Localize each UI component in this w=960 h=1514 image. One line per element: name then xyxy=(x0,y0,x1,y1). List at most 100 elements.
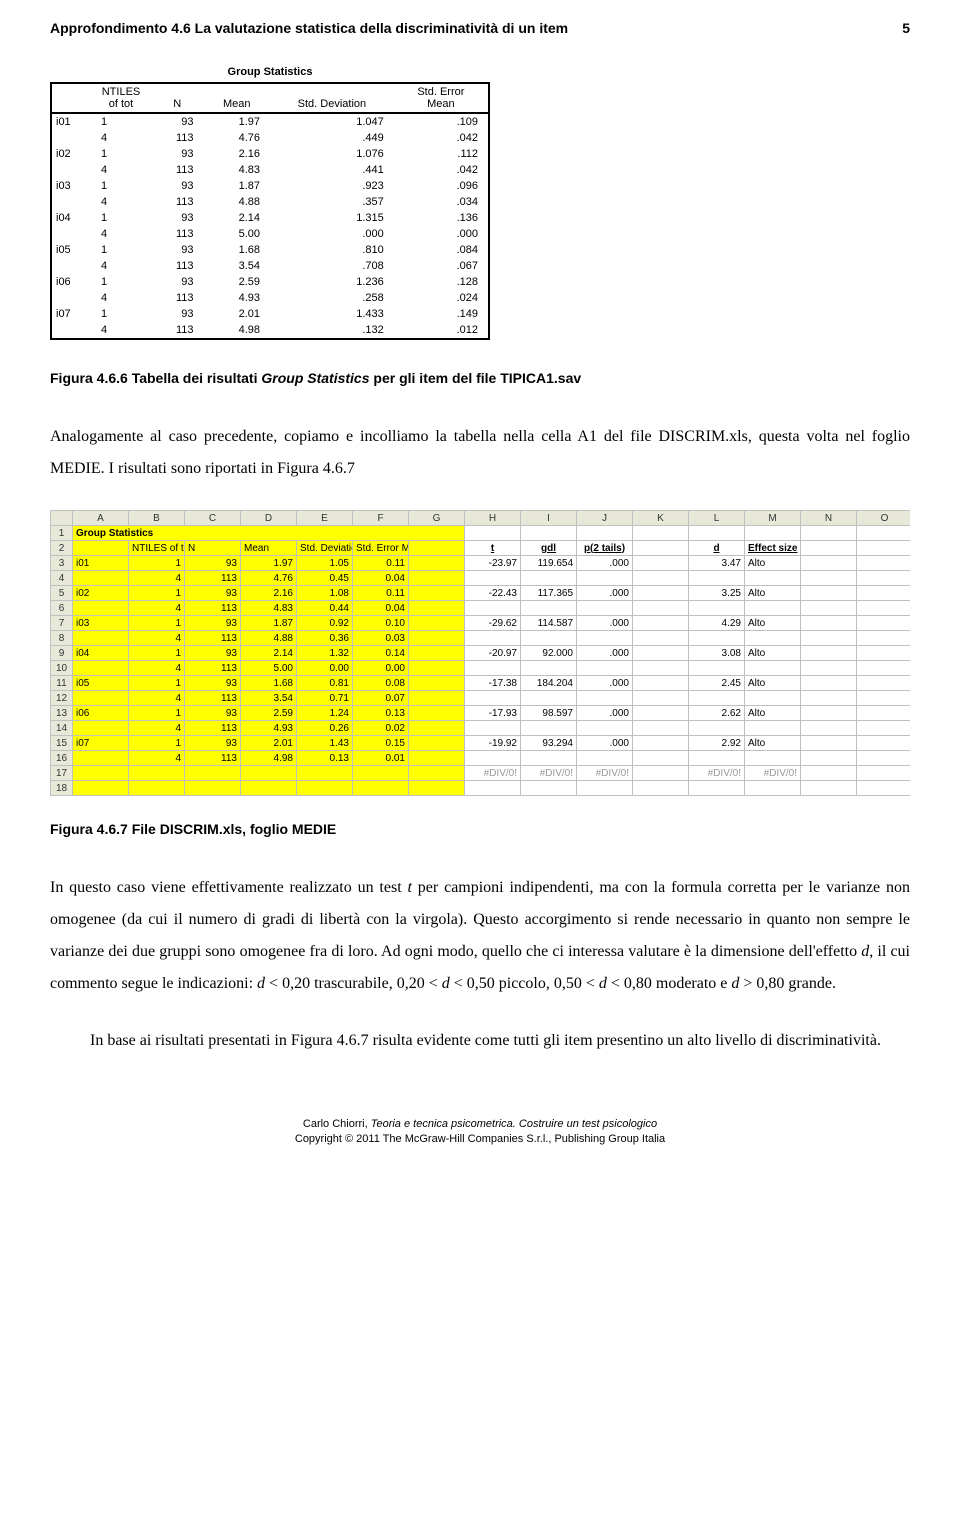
gs-cell: 113 xyxy=(151,258,204,274)
ss-cell: Alto xyxy=(745,706,801,721)
gs-cell: i01 xyxy=(51,113,91,130)
ss-cell: 4 xyxy=(129,661,185,676)
ss-cell xyxy=(689,571,745,586)
gs-cell: i07 xyxy=(51,306,91,322)
ss-cell xyxy=(633,706,689,721)
ss-cell xyxy=(801,781,857,796)
ss-col-header: B xyxy=(129,511,185,526)
gs-cell: .149 xyxy=(394,306,489,322)
ss-cell: 0.14 xyxy=(353,646,409,661)
ss-cell: .000 xyxy=(577,586,633,601)
ss-cell xyxy=(801,766,857,781)
ss-cell xyxy=(521,751,577,766)
ss-cell xyxy=(857,526,911,541)
ss-cell xyxy=(745,751,801,766)
ss-col-header: E xyxy=(297,511,353,526)
ss-cell: 113 xyxy=(185,601,241,616)
ss-cell: 1.32 xyxy=(297,646,353,661)
ss-cell: 0.13 xyxy=(353,706,409,721)
ss-cell: 0.11 xyxy=(353,556,409,571)
gs-cell: 4 xyxy=(91,162,151,178)
ss-row-header: 17 xyxy=(51,766,73,781)
ss-cell xyxy=(73,601,129,616)
ss-cell xyxy=(689,601,745,616)
ss-cell: 4 xyxy=(129,631,185,646)
gs-cell: 4.88 xyxy=(204,194,270,210)
gs-col-header: Std. Deviation xyxy=(270,83,394,113)
gs-cell: 1 xyxy=(91,274,151,290)
gs-cell: .012 xyxy=(394,322,489,339)
ss-cell xyxy=(465,631,521,646)
ss-cell: 4.88 xyxy=(241,631,297,646)
gs-cell: 93 xyxy=(151,210,204,226)
ss-cell xyxy=(633,556,689,571)
ss-col-header: L xyxy=(689,511,745,526)
ss-cell: Alto xyxy=(745,646,801,661)
ss-cell xyxy=(857,631,911,646)
gs-cell: 113 xyxy=(151,290,204,306)
gs-col-header: Std. ErrorMean xyxy=(394,83,489,113)
ss-cell: Group Statistics xyxy=(73,526,465,541)
ss-cell xyxy=(521,721,577,736)
ss-cell xyxy=(521,526,577,541)
ss-cell xyxy=(633,766,689,781)
ss-cell: 1.87 xyxy=(241,616,297,631)
ss-cell: 5.00 xyxy=(241,661,297,676)
gs-cell: 1.047 xyxy=(270,113,394,130)
ss-cell xyxy=(521,781,577,796)
ss-col-header: G xyxy=(409,511,465,526)
gs-cell: 1.315 xyxy=(270,210,394,226)
ss-cell: 2.45 xyxy=(689,676,745,691)
ss-cell xyxy=(465,751,521,766)
gs-cell: 113 xyxy=(151,194,204,210)
ss-cell xyxy=(409,586,465,601)
ss-cell xyxy=(633,736,689,751)
ss-cell xyxy=(465,721,521,736)
ss-cell xyxy=(801,541,857,556)
gs-cell: 2.14 xyxy=(204,210,270,226)
ss-col-header: N xyxy=(801,511,857,526)
gs-cell: .000 xyxy=(394,226,489,242)
figure-caption-467: Figura 4.6.7 File DISCRIM.xls, foglio ME… xyxy=(50,821,910,837)
ss-row-header: 6 xyxy=(51,601,73,616)
gs-cell: 4.76 xyxy=(204,130,270,146)
ss-cell: #DIV/0! xyxy=(465,766,521,781)
ss-cell xyxy=(745,571,801,586)
ss-cell: .000 xyxy=(577,736,633,751)
ss-cell xyxy=(465,691,521,706)
ss-cell: 2.14 xyxy=(241,646,297,661)
header-title: Approfondimento 4.6 La valutazione stati… xyxy=(50,20,568,36)
ss-cell: 93 xyxy=(185,676,241,691)
ss-cell xyxy=(633,631,689,646)
ss-col-header: D xyxy=(241,511,297,526)
ss-cell xyxy=(409,601,465,616)
gs-cell: .136 xyxy=(394,210,489,226)
ss-row-header: 7 xyxy=(51,616,73,631)
ss-cell: 0.71 xyxy=(297,691,353,706)
ss-cell: 93.294 xyxy=(521,736,577,751)
ss-cell xyxy=(633,781,689,796)
ss-cell: #DIV/0! xyxy=(689,766,745,781)
ss-cell: 1 xyxy=(129,646,185,661)
gs-cell: 1 xyxy=(91,113,151,130)
ss-cell xyxy=(801,736,857,751)
ss-cell xyxy=(801,646,857,661)
ss-cell xyxy=(73,721,129,736)
ss-cell xyxy=(857,676,911,691)
gs-cell: 4.83 xyxy=(204,162,270,178)
gs-cell: i02 xyxy=(51,146,91,162)
gs-cell: 1 xyxy=(91,242,151,258)
ss-cell xyxy=(297,766,353,781)
ss-cell: i06 xyxy=(73,706,129,721)
gs-cell: 4 xyxy=(91,322,151,339)
ss-cell xyxy=(521,661,577,676)
ss-cell xyxy=(409,556,465,571)
ss-cell xyxy=(689,691,745,706)
ss-cell xyxy=(633,586,689,601)
gs-col-header: Mean xyxy=(204,83,270,113)
gs-cell: .042 xyxy=(394,162,489,178)
ss-cell: 0.00 xyxy=(297,661,353,676)
ss-cell xyxy=(409,706,465,721)
ss-cell: 2.16 xyxy=(241,586,297,601)
ss-row-header: 16 xyxy=(51,751,73,766)
